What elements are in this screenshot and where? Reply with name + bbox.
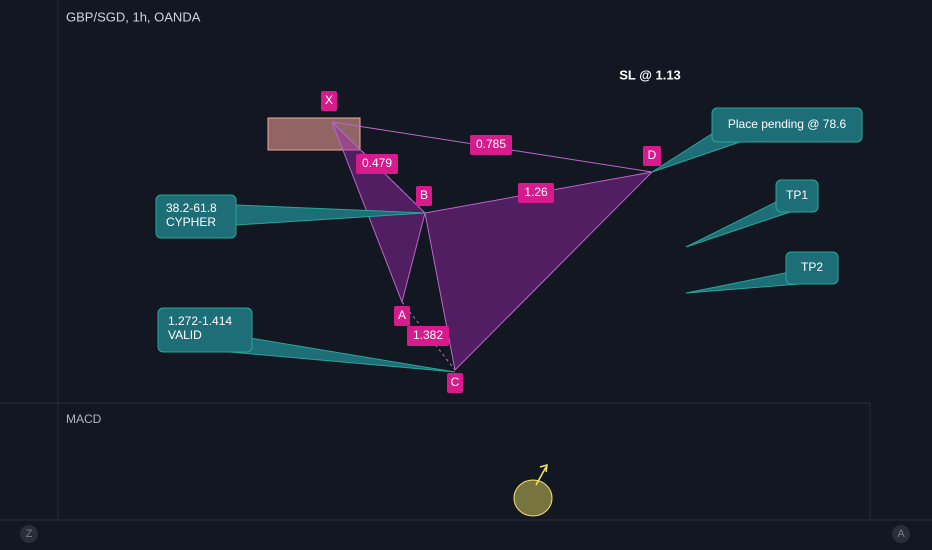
point-label-box <box>643 146 661 166</box>
callout-box <box>775 179 819 213</box>
chart-title: GBP/SGD, 1h, OANDA <box>66 9 201 24</box>
button[interactable] <box>20 525 38 543</box>
button-label[interactable]: Z <box>26 528 33 540</box>
point-label-box <box>321 91 337 111</box>
callout-text: Place pending @ 78.6 <box>728 117 847 131</box>
button-label[interactable]: A <box>897 528 905 540</box>
callouts: 38.2-61.8 CYPHER 1.272-1.414 VALID Place… <box>155 67 863 373</box>
ratio-box <box>356 154 398 174</box>
point-label: B <box>420 188 428 202</box>
callout-box <box>155 194 237 239</box>
callout-text: VALID <box>168 328 202 342</box>
ratio-label: 0.479 <box>362 156 392 170</box>
callout-text: CYPHER <box>166 215 216 229</box>
callout-tail <box>685 199 791 248</box>
callout-text: TP2 <box>801 260 823 274</box>
point-label-box <box>447 373 463 393</box>
ratio-label: 1.382 <box>413 328 443 342</box>
point-label: A <box>398 308 406 322</box>
point-label: C <box>451 375 460 389</box>
macd-label: MACD <box>66 412 102 426</box>
point-label-box <box>416 186 432 206</box>
highlight-circle <box>513 479 553 517</box>
point-label: X <box>325 93 333 107</box>
button[interactable] <box>892 525 910 543</box>
callout-text: 38.2-61.8 <box>166 201 217 215</box>
callout-box <box>711 107 863 143</box>
callout-tail <box>685 271 802 294</box>
ratio-box <box>518 183 554 203</box>
ratio-label: 0.785 <box>476 137 506 151</box>
point-label-box <box>394 306 410 326</box>
ratio-box <box>407 326 449 346</box>
arrow <box>535 466 547 486</box>
sl-label: SL @ 1.13 <box>619 67 681 82</box>
harmonic-pattern: X A B C D 0.479 0.785 1.26 1.382 <box>321 91 661 393</box>
callout-box <box>785 251 839 285</box>
callout-box <box>157 307 253 353</box>
ratio-box <box>470 135 512 155</box>
arrow-head <box>539 463 548 473</box>
callout-text: TP1 <box>786 188 808 202</box>
ratio-label: 1.26 <box>524 185 548 199</box>
callout-text: 1.272-1.414 <box>168 314 232 328</box>
point-label: D <box>648 148 657 162</box>
xb-line <box>331 121 426 214</box>
